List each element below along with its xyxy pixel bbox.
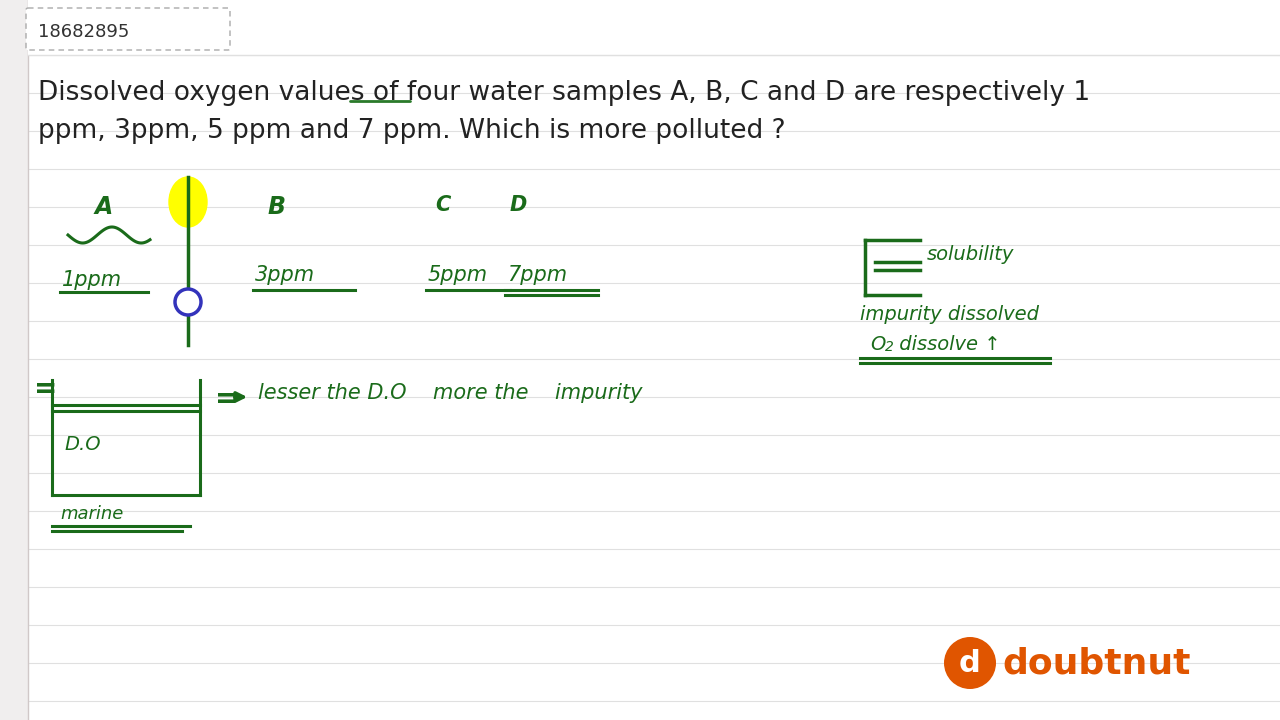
Text: B: B — [268, 195, 285, 219]
Text: doubtnut: doubtnut — [1002, 647, 1190, 681]
FancyBboxPatch shape — [26, 8, 230, 50]
Bar — [0, 0, 28, 720]
Text: d: d — [959, 649, 980, 678]
Text: 2: 2 — [884, 340, 893, 354]
Text: 1ppm: 1ppm — [61, 270, 122, 290]
Text: 7ppm: 7ppm — [507, 265, 567, 285]
Text: 3ppm: 3ppm — [255, 265, 315, 285]
Ellipse shape — [169, 177, 207, 227]
Text: ppm, 3ppm, 5 ppm and 7 ppm. Which is more polluted ?: ppm, 3ppm, 5 ppm and 7 ppm. Which is mor… — [38, 118, 786, 144]
Text: 18682895: 18682895 — [38, 23, 129, 41]
Text: solubility: solubility — [927, 245, 1014, 264]
Text: O: O — [870, 335, 886, 354]
Circle shape — [945, 637, 996, 689]
Text: impurity dissolved: impurity dissolved — [860, 305, 1039, 324]
Text: D.O: D.O — [64, 435, 101, 454]
Text: =: = — [215, 385, 238, 413]
Text: Dissolved oxygen values of four water samples A, B, C and D are respectively 1: Dissolved oxygen values of four water sa… — [38, 80, 1091, 106]
Text: 5ppm: 5ppm — [428, 265, 488, 285]
Text: dissolve ↑: dissolve ↑ — [893, 335, 1001, 354]
Text: D: D — [509, 195, 527, 215]
Text: A: A — [95, 195, 113, 219]
Text: marine: marine — [60, 505, 123, 523]
Circle shape — [175, 289, 201, 315]
Bar — [28, 0, 1280, 55]
Text: C: C — [435, 195, 451, 215]
Text: lesser the D.O    more the    impurity: lesser the D.O more the impurity — [259, 383, 643, 403]
Text: =: = — [35, 375, 58, 403]
